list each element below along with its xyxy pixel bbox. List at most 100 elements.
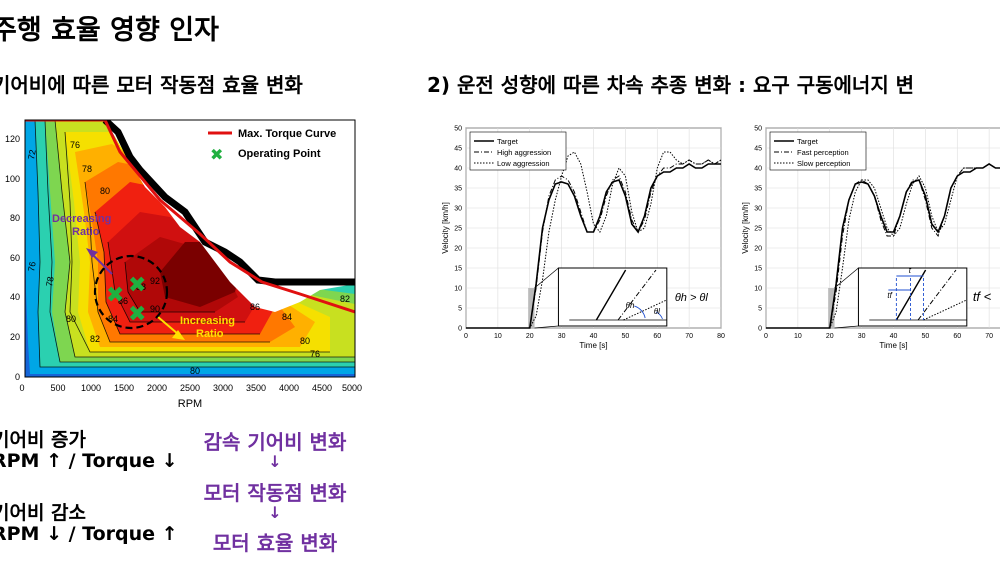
annot-decreasing-line2: Ratio [72, 226, 100, 238]
y-tick-label: 30 [454, 206, 462, 213]
x-tick-label: 10 [494, 333, 502, 340]
y-tick-label: 35 [454, 186, 462, 193]
x-tick-label: 60 [653, 333, 661, 340]
annot-increasing-line2: Ratio [196, 328, 224, 340]
operating-region-circle [93, 254, 169, 330]
series-line [766, 163, 1000, 329]
x-tick-label: 50 [921, 333, 929, 340]
inset-connector [834, 325, 859, 329]
legend-box [769, 131, 867, 171]
velocity-chart-aggression: 0 10 20 30 40 50 60 70 80 0 5 10 15 20 25 30 35 40 45 50 Tim… [441, 126, 725, 351]
flow-step-1: 감속 기어비 변화 [203, 430, 347, 454]
legend-label: Target [497, 137, 519, 146]
y-tick-label: 20 [454, 246, 462, 253]
y-tick-label: 0 [458, 326, 462, 333]
annot-increasing-line1: Increasing [180, 315, 235, 327]
flow-arrow-2: ↓ [268, 503, 282, 522]
y-tick-label: 45 [754, 146, 762, 153]
inset-connector [534, 267, 559, 289]
efficiency-contour-map: 76 78 80 82 84 86 88 90 92 72 76 78 80 7… [5, 119, 362, 410]
series-line [466, 151, 722, 329]
svg-text:500: 500 [50, 383, 65, 393]
legend-op-label: Operating Point [238, 148, 321, 160]
increasing-arrowhead [172, 330, 185, 340]
y-tick-label: 35 [754, 186, 762, 193]
flow-step-3: 모터 효율 변화 [212, 531, 338, 555]
y-tick-label: 0 [758, 326, 762, 333]
contour-label: 86 [118, 296, 128, 306]
svg-text:60: 60 [10, 253, 20, 263]
x-tick-label: 40 [590, 333, 598, 340]
x-tick-label: 60 [953, 333, 961, 340]
y-axis-label: Velocity [km/h] [741, 202, 750, 254]
svg-text:4000: 4000 [279, 383, 299, 393]
inset-caption: tf < [973, 289, 992, 304]
series-line [466, 159, 722, 329]
perception-label-slow: t [909, 266, 912, 275]
svg-text:100: 100 [5, 174, 20, 184]
highlight-region [528, 288, 535, 328]
left-subtitle: 기어비에 따른 모터 작동점 효율 변화 [0, 73, 303, 97]
gear-decrease-title: 기어비 감소 [0, 502, 87, 524]
legend-label: Slow perception [797, 159, 850, 168]
contour-label: 76 [70, 140, 80, 150]
x-tick-label: 50 [621, 333, 629, 340]
x-tick-label: 20 [826, 333, 834, 340]
contour-label: 80 [300, 336, 310, 346]
annot-decreasing-line1: Decreasing [52, 213, 111, 225]
legend-torque-label: Max. Torque Curve [238, 128, 336, 140]
inset-box [857, 267, 968, 327]
contour-label: 78 [44, 276, 56, 288]
svg-text:0: 0 [15, 372, 20, 382]
series-line [466, 163, 721, 329]
flow-arrow-1: ↓ [268, 452, 282, 471]
inset-series-line [917, 269, 957, 321]
legend-label: Low aggression [497, 159, 550, 168]
operating-point-marker: ✖ [106, 282, 124, 307]
legend-label: Target [797, 137, 819, 146]
svg-text:40: 40 [10, 292, 20, 302]
contour-label: 92 [150, 276, 160, 286]
contour-label: 76 [310, 349, 320, 359]
y-tick-label: 15 [754, 266, 762, 273]
svg-text:4500: 4500 [312, 383, 332, 393]
inset-series-line [623, 299, 668, 321]
contour-label: 76 [26, 261, 38, 273]
y-tick-label: 5 [758, 306, 762, 313]
y-axis-label: Velocity [km/h] [441, 202, 450, 254]
perception-label-fast: tf [887, 291, 892, 300]
decreasing-arrow [91, 253, 113, 275]
angle-arc-high [634, 305, 646, 319]
legend-label: Fast perception [797, 148, 849, 157]
svg-text:0: 0 [19, 383, 24, 393]
x-tick-label: 20 [526, 333, 534, 340]
decreasing-arrowhead [86, 248, 98, 258]
gear-increase-desc: RPM ↑ / Torque ↓ [0, 450, 178, 472]
inset-caption: θh > θl [675, 292, 709, 304]
x-tick-label: 30 [558, 333, 566, 340]
inset-series-line [923, 299, 968, 321]
gear-decrease-desc: RPM ↓ / Torque ↑ [0, 523, 178, 545]
contour-label: 82 [340, 294, 350, 304]
svg-text:2000: 2000 [147, 383, 167, 393]
contour-label: 82 [90, 334, 100, 344]
y-tick-label: 15 [454, 266, 462, 273]
svg-text:3500: 3500 [246, 383, 266, 393]
contour-label: 78 [82, 164, 92, 174]
svg-text:1000: 1000 [81, 383, 101, 393]
inset-target-line [595, 269, 627, 321]
inset-target-line [895, 269, 927, 321]
legend-op-marker: ✖ [210, 147, 223, 164]
angle-arc-low [655, 311, 663, 320]
contour-label: 80 [190, 366, 200, 376]
inset-connector [834, 267, 859, 289]
y-tick-label: 20 [754, 246, 762, 253]
x-tick-label: 70 [685, 333, 693, 340]
inset-series-line [617, 269, 657, 321]
x-tick-label: 70 [985, 333, 993, 340]
contour-label: 88 [136, 282, 146, 292]
x-tick-label: 0 [764, 333, 768, 340]
x-tick-label: 10 [794, 333, 802, 340]
gear-increase-title: 기어비 증가 [0, 429, 87, 451]
series-line [766, 163, 1000, 329]
